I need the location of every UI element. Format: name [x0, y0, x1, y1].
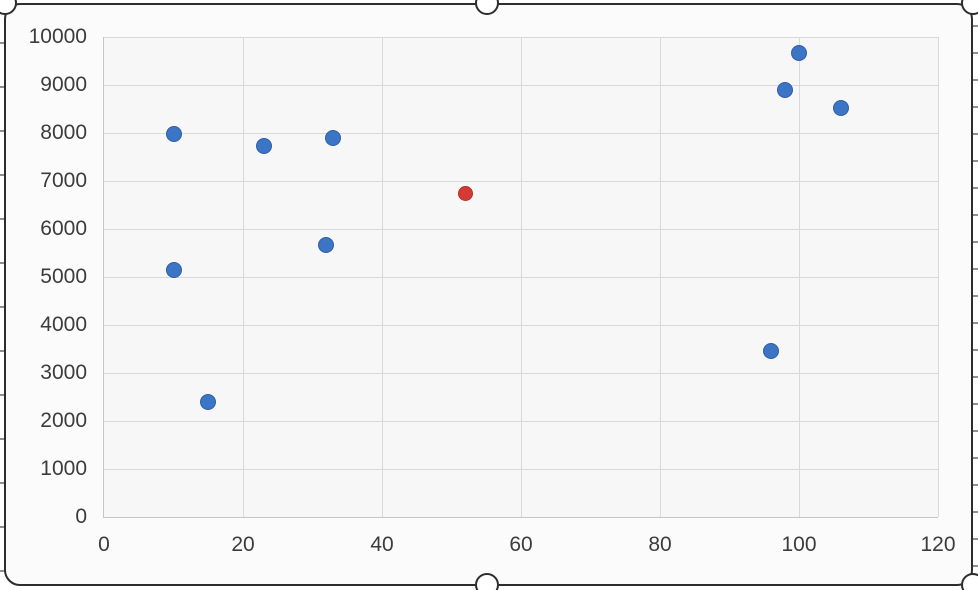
gridline-horizontal [104, 36, 938, 38]
x-tick-label: 80 [648, 533, 672, 556]
worksheet-row-ticks-right [973, 0, 978, 590]
data-point-blue-series[interactable] [763, 343, 780, 360]
x-tick-label: 100 [781, 533, 817, 556]
data-point-blue-series[interactable] [325, 129, 342, 146]
x-tick-label: 20 [231, 533, 255, 556]
data-point-blue-series[interactable] [200, 393, 217, 410]
gridline-horizontal [104, 84, 938, 86]
gridline-horizontal [104, 228, 938, 230]
y-tick-label: 8000 [40, 121, 87, 144]
y-tick-label: 9000 [40, 73, 87, 96]
y-tick-label: 0 [75, 505, 87, 528]
gridline-horizontal [104, 468, 938, 470]
x-tick-label: 60 [509, 533, 533, 556]
gridline-horizontal [104, 324, 938, 326]
gridline-horizontal [104, 276, 938, 278]
y-tick-label: 6000 [40, 217, 87, 240]
resize-handle-top-left[interactable] [0, 0, 17, 15]
data-point-blue-series[interactable] [165, 261, 182, 278]
gridline-horizontal [104, 420, 938, 422]
resize-handle-top-center[interactable] [475, 0, 499, 15]
y-tick-label: 2000 [40, 409, 87, 432]
y-tick-label: 1000 [40, 457, 87, 480]
x-tick-label: 40 [370, 533, 394, 556]
data-point-blue-series[interactable] [832, 100, 849, 117]
resize-handle-bottom-right[interactable] [961, 573, 978, 590]
y-tick-label: 3000 [40, 361, 87, 384]
resize-handle-bottom-center[interactable] [475, 573, 499, 590]
x-tick-label: 0 [98, 533, 110, 556]
data-point-red-series[interactable] [457, 186, 473, 202]
y-tick-label: 4000 [40, 313, 87, 336]
x-tick-label: 120 [920, 533, 956, 556]
resize-handle-top-right[interactable] [961, 0, 978, 15]
gridline-vertical [937, 37, 939, 517]
data-point-blue-series[interactable] [777, 81, 794, 98]
gridline-horizontal [104, 180, 938, 182]
data-point-blue-series[interactable] [165, 126, 182, 143]
y-tick-label: 7000 [40, 169, 87, 192]
worksheet-row-ticks-left [0, 0, 5, 590]
y-tick-label: 5000 [40, 265, 87, 288]
data-point-blue-series[interactable] [791, 45, 807, 62]
gridline-horizontal [104, 372, 938, 374]
gridline-horizontal [104, 132, 938, 134]
data-point-blue-series[interactable] [255, 138, 272, 155]
plot-area: 0 20 40 60 80 100 120 0 1000 2000 3000 4000 5000 600… [29, 25, 956, 556]
data-point-blue-series[interactable] [318, 237, 335, 254]
y-tick-label: 10000 [28, 25, 87, 48]
